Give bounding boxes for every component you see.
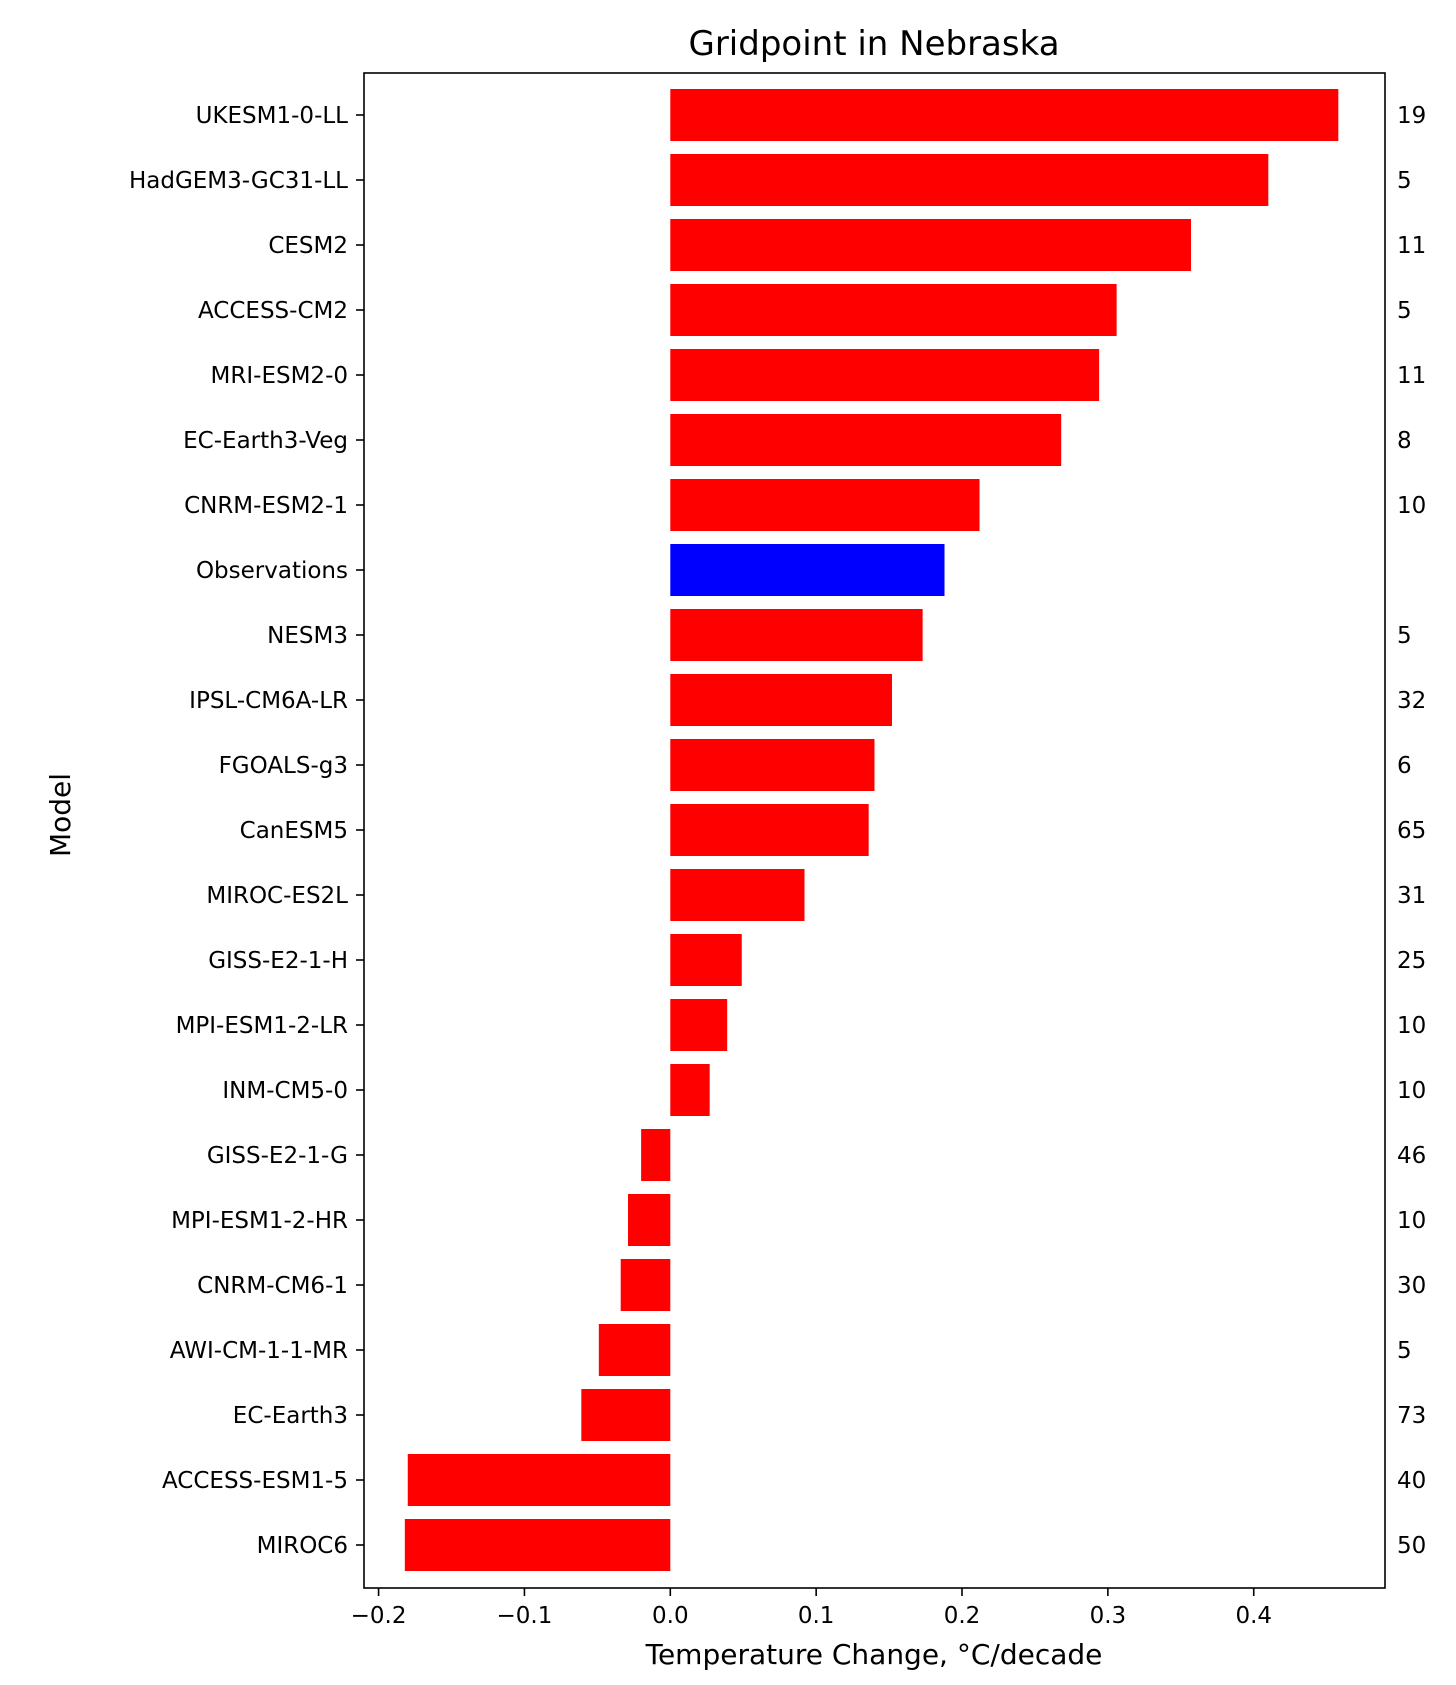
ensemble-count-label: 11 — [1397, 363, 1426, 389]
bar-cnrm-cm6-1 — [620, 1259, 671, 1311]
ensemble-count-label: 5 — [1397, 623, 1412, 649]
ensemble-count-label: 50 — [1397, 1533, 1426, 1559]
x-tick-label: 0.1 — [798, 1603, 835, 1629]
y-tick-label: ACCESS-ESM1-5 — [162, 1468, 348, 1494]
x-tick-label: 0.2 — [944, 1603, 981, 1629]
bar-observations — [670, 544, 945, 596]
y-tick-label: MPI-ESM1-2-LR — [176, 1013, 348, 1039]
y-tick-label: MRI-ESM2-0 — [211, 363, 348, 389]
ensemble-count-label: 32 — [1397, 688, 1426, 714]
bar-miroc-es2l — [670, 869, 805, 921]
bar-access-cm2 — [670, 284, 1117, 336]
bar-access-esm1-5 — [407, 1454, 671, 1506]
bar-mri-esm2-0 — [670, 349, 1100, 401]
y-tick-label: MIROC6 — [257, 1533, 348, 1559]
ensemble-count-label: 10 — [1397, 1208, 1426, 1234]
y-tick-label: GISS-E2-1-G — [207, 1143, 348, 1169]
y-tick-label: MIROC-ES2L — [206, 883, 348, 909]
ensemble-count-label: 65 — [1397, 818, 1426, 844]
x-tick-label: 0.4 — [1235, 1603, 1272, 1629]
ensemble-count-label: 73 — [1397, 1403, 1426, 1429]
ensemble-count-label: 10 — [1397, 1013, 1426, 1039]
x-tick-label: −0.2 — [351, 1603, 407, 1629]
y-tick-label: AWI-CM-1-1-MR — [170, 1338, 348, 1364]
bar-canesm5 — [670, 804, 869, 856]
ensemble-count-label: 11 — [1397, 233, 1426, 259]
ensemble-count-label: 46 — [1397, 1143, 1426, 1169]
y-tick-label: CESM2 — [268, 233, 348, 259]
ensemble-count-label: 8 — [1397, 428, 1412, 454]
bar-nesm3 — [670, 609, 923, 661]
ensemble-count-label: 5 — [1397, 1338, 1412, 1364]
ensemble-count-label: 31 — [1397, 883, 1426, 909]
bar-ukesm1-0-ll — [670, 89, 1339, 141]
ensemble-count-label: 40 — [1397, 1468, 1426, 1494]
ensemble-count-label: 30 — [1397, 1273, 1426, 1299]
y-tick-label: Observations — [196, 558, 348, 584]
x-axis-label: Temperature Change, °C/decade — [645, 1638, 1103, 1671]
ensemble-count-label: 10 — [1397, 493, 1426, 519]
plot-frame — [363, 72, 1386, 1589]
bar-mpi-esm1-2-lr — [670, 999, 728, 1051]
bar-giss-e2-1-h — [670, 934, 742, 986]
y-tick-label: EC-Earth3-Veg — [183, 428, 348, 454]
y-tick-label: INM-CM5-0 — [222, 1078, 348, 1104]
bar-fgoals-g3 — [670, 739, 875, 791]
y-tick-label: NESM3 — [267, 623, 348, 649]
y-tick-label: EC-Earth3 — [233, 1403, 348, 1429]
ensemble-count-label: 19 — [1397, 103, 1426, 129]
x-tick-label: 0.0 — [652, 1603, 689, 1629]
bars-group — [404, 89, 1339, 1571]
y-tick-label: ACCESS-CM2 — [198, 298, 348, 324]
bar-miroc6 — [404, 1519, 671, 1571]
bar-ec-earth3-veg — [670, 414, 1062, 466]
y-ticks-group: UKESM1-0-LL HadGEM3-GC31-LL CESM2 ACCESS-CM… — [129, 103, 364, 1559]
bar-ipsl-cm6a-lr — [670, 674, 893, 726]
y-tick-label: UKESM1-0-LL — [196, 103, 349, 129]
counts-group: 19 5 11 5 11 8 10 5 32 6 65 31 25 10 10 46 10 30 5 73 40 50 — [1397, 103, 1426, 1559]
x-ticks-group: −0.2 −0.1 0.0 0.1 0.2 0.3 0.4 — [351, 1588, 1272, 1629]
y-tick-label: CNRM-ESM2-1 — [184, 493, 348, 519]
y-axis-label: Model — [44, 773, 77, 857]
y-tick-label: MPI-ESM1-2-HR — [171, 1208, 348, 1234]
ensemble-count-label: 10 — [1397, 1078, 1426, 1104]
bar-awi-cm-1-1-mr — [598, 1324, 671, 1376]
y-tick-label: CanESM5 — [240, 818, 348, 844]
y-tick-label: FGOALS-g3 — [219, 753, 348, 779]
ensemble-count-label: 5 — [1397, 168, 1412, 194]
bar-giss-e2-1-g — [641, 1129, 671, 1181]
bar-cesm2 — [670, 219, 1192, 271]
y-tick-label: CNRM-CM6-1 — [197, 1273, 348, 1299]
bar-mpi-esm1-2-hr — [628, 1194, 671, 1246]
bar-inm-cm5-0 — [670, 1064, 710, 1116]
ensemble-count-label: 25 — [1397, 948, 1426, 974]
x-tick-label: −0.1 — [497, 1603, 553, 1629]
bar-cnrm-esm2-1 — [670, 479, 980, 531]
y-tick-label: GISS-E2-1-H — [208, 948, 348, 974]
bar-ec-earth3 — [581, 1389, 671, 1441]
ensemble-count-label: 5 — [1397, 298, 1412, 324]
y-tick-label: HadGEM3-GC31-LL — [129, 168, 348, 194]
bar-hadgem3-gc31-ll — [670, 154, 1269, 206]
chart-title: Gridpoint in Nebraska — [688, 24, 1059, 64]
x-tick-label: 0.3 — [1090, 1603, 1127, 1629]
y-tick-label: IPSL-CM6A-LR — [189, 688, 348, 714]
ensemble-count-label: 6 — [1397, 753, 1412, 779]
